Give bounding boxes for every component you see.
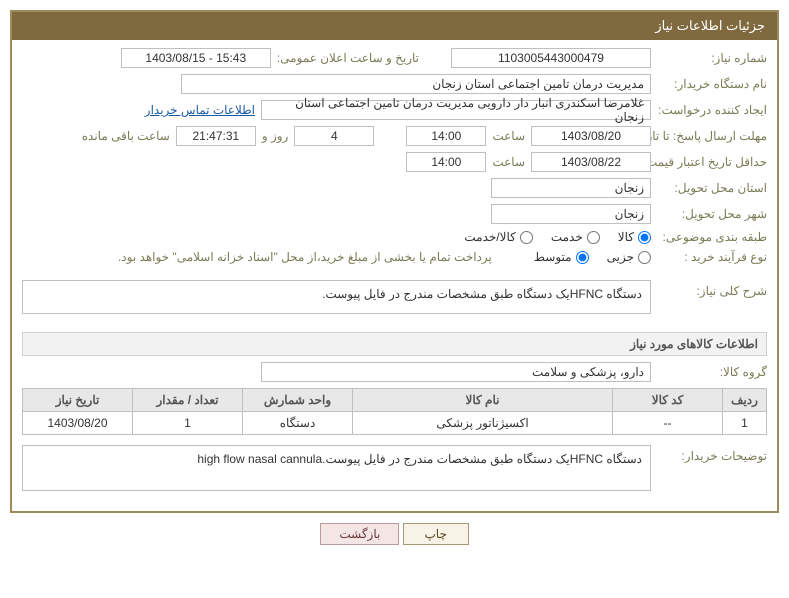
cell-code: -- xyxy=(613,412,723,435)
category-goods-service[interactable]: کالا/خدمت xyxy=(464,230,532,244)
category-radio-group: کالا خدمت کالا/خدمت xyxy=(464,230,651,244)
process-small[interactable]: جزیی xyxy=(607,250,651,264)
payment-note: پرداخت تمام یا بخشی از مبلغ خرید،از محل … xyxy=(118,250,492,264)
buyer-org-value: مدیریت درمان تامین اجتماعی استان زنجان xyxy=(181,74,651,94)
countdown-value: 21:47:31 xyxy=(176,126,256,146)
time-remaining-label: ساعت باقی مانده xyxy=(82,129,170,143)
category-goods-service-radio[interactable] xyxy=(520,231,533,244)
category-goods-label: کالا xyxy=(618,230,634,244)
goods-info-section: اطلاعات کالاهای مورد نیاز xyxy=(22,332,767,356)
delivery-province-value: زنجان xyxy=(491,178,651,198)
delivery-city-label: شهر محل تحویل: xyxy=(657,207,767,221)
category-goods[interactable]: کالا xyxy=(618,230,651,244)
price-validity-date: 1403/08/22 xyxy=(531,152,651,172)
goods-group-value: دارو، پزشکی و سلامت xyxy=(261,362,651,382)
category-service-radio[interactable] xyxy=(587,231,600,244)
cell-name: اکسیژناتور پزشکی xyxy=(353,412,613,435)
category-goods-service-label: کالا/خدمت xyxy=(464,230,515,244)
col-code: کد کالا xyxy=(613,389,723,412)
col-need-date: تاریخ نیاز xyxy=(23,389,133,412)
days-and-label: روز و xyxy=(262,129,289,143)
process-small-radio[interactable] xyxy=(638,251,651,264)
price-validity-label: حداقل تاریخ اعتبار قیمت: تا تاریخ: xyxy=(657,155,767,169)
col-row: ردیف xyxy=(723,389,767,412)
category-service[interactable]: خدمت xyxy=(551,230,600,244)
process-medium[interactable]: متوسط xyxy=(534,250,589,264)
table-row: 1--اکسیژناتور پزشکیدستگاه11403/08/20 xyxy=(23,412,767,435)
buyer-org-label: نام دستگاه خریدار: xyxy=(657,77,767,91)
process-label: نوع فرآیند خرید : xyxy=(657,250,767,264)
delivery-city-value: زنجان xyxy=(491,204,651,224)
announce-datetime-value: 1403/08/15 - 15:43 xyxy=(121,48,271,68)
need-number-value: 1103005443000479 xyxy=(451,48,651,68)
panel-title: جزئیات اطلاعات نیاز xyxy=(655,18,765,33)
print-button[interactable]: چاپ xyxy=(403,523,469,545)
time-label-1: ساعت xyxy=(492,129,525,143)
category-service-label: خدمت xyxy=(551,230,583,244)
footer-buttons: چاپ بازگشت xyxy=(10,513,779,549)
goods-group-label: گروه کالا: xyxy=(657,365,767,379)
requester-label: ایجاد کننده درخواست: xyxy=(657,103,767,117)
col-qty: تعداد / مقدار xyxy=(133,389,243,412)
buyer-contact-link[interactable]: اطلاعات تماس خریدار xyxy=(145,103,255,117)
details-panel: جزئیات اطلاعات نیاز شماره نیاز: 11030054… xyxy=(10,10,779,513)
requester-value: غلامرضا اسکندری انبار دار دارویی مدیریت … xyxy=(261,100,651,120)
category-label: طبقه بندی موضوعی: xyxy=(657,230,767,244)
overall-desc-value: دستگاه HFNCیک دستگاه طبق مشخصات مندرج در… xyxy=(22,280,651,314)
panel-header: جزئیات اطلاعات نیاز xyxy=(12,12,777,40)
back-button[interactable]: بازگشت xyxy=(320,523,399,545)
col-name: نام کالا xyxy=(353,389,613,412)
cell-need_date: 1403/08/20 xyxy=(23,412,133,435)
buyer-notes-label: توضیحات خریدار: xyxy=(657,443,767,499)
process-small-label: جزیی xyxy=(607,250,634,264)
category-goods-radio[interactable] xyxy=(638,231,651,244)
process-radio-group: جزیی متوسط xyxy=(534,250,651,264)
process-medium-label: متوسط xyxy=(534,250,572,264)
time-label-2: ساعت xyxy=(492,155,525,169)
items-table: ردیف کد کالا نام کالا واحد شمارش تعداد /… xyxy=(22,388,767,435)
buyer-notes-value: دستگاه HFNCیک دستگاه طبق مشخصات مندرج در… xyxy=(22,445,651,491)
response-deadline-date: 1403/08/20 xyxy=(531,126,651,146)
response-deadline-label: مهلت ارسال پاسخ: تا تاریخ: xyxy=(657,129,767,143)
days-remaining: 4 xyxy=(294,126,374,146)
price-validity-time: 14:00 xyxy=(406,152,486,172)
response-deadline-time: 14:00 xyxy=(406,126,486,146)
delivery-province-label: استان محل تحویل: xyxy=(657,181,767,195)
cell-qty: 1 xyxy=(133,412,243,435)
items-header-row: ردیف کد کالا نام کالا واحد شمارش تعداد /… xyxy=(23,389,767,412)
col-unit: واحد شمارش xyxy=(243,389,353,412)
overall-desc-label: شرح کلی نیاز: xyxy=(657,278,767,298)
cell-unit: دستگاه xyxy=(243,412,353,435)
need-number-label: شماره نیاز: xyxy=(657,51,767,65)
cell-row: 1 xyxy=(723,412,767,435)
process-medium-radio[interactable] xyxy=(576,251,589,264)
announce-datetime-label: تاریخ و ساعت اعلان عمومی: xyxy=(277,51,419,65)
